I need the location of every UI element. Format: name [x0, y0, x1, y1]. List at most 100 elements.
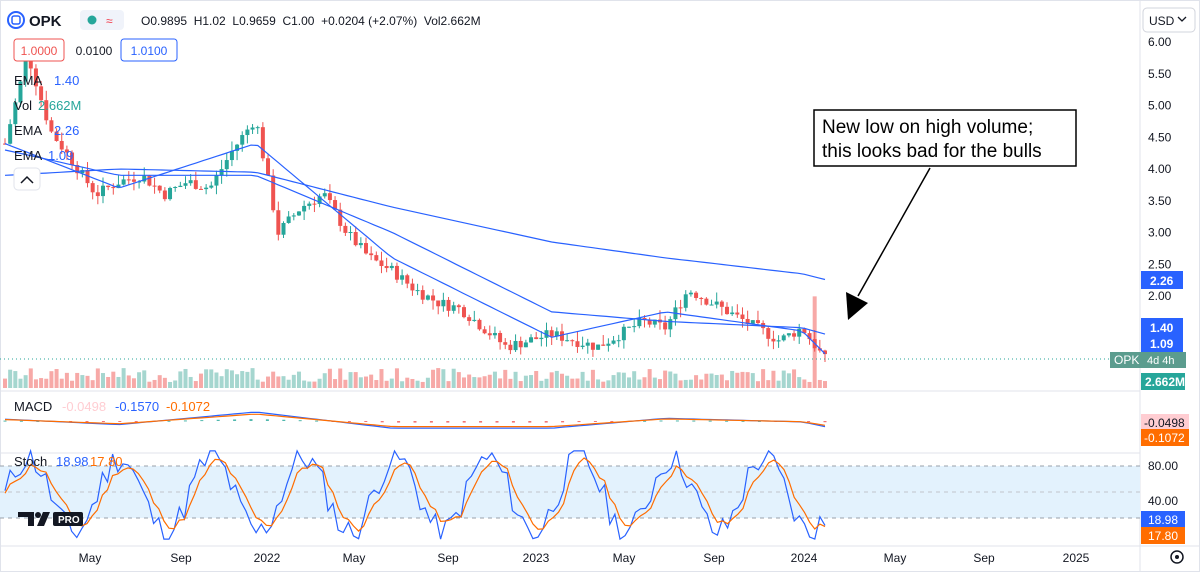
- volume-bar: [802, 379, 807, 388]
- candle-body: [188, 180, 193, 184]
- candle-body: [322, 193, 327, 197]
- input-value-1: 1.0000: [21, 44, 58, 58]
- candle-body: [596, 344, 601, 350]
- candle-body: [214, 175, 219, 186]
- volume-bar: [529, 375, 534, 388]
- annotation-line-2: this looks bad for the bulls: [822, 141, 1042, 162]
- candle-body: [224, 160, 229, 170]
- annotation-box[interactable]: [813, 109, 1077, 167]
- ema-fast-line: [4, 143, 826, 355]
- volume-bar: [126, 375, 131, 388]
- volume-bar: [33, 379, 38, 388]
- candle-body: [85, 170, 90, 184]
- volume-bar: [807, 381, 812, 388]
- legend-ema3-value: 1.09: [48, 148, 73, 163]
- volume-bar: [425, 377, 430, 388]
- volume-bar: [781, 370, 786, 388]
- stoch-axis-label-1-bg: [1141, 511, 1185, 528]
- volume-bar: [673, 373, 678, 388]
- legend-ema1-name[interactable]: EMA: [14, 73, 43, 88]
- price-tick-label: 5.00: [1148, 99, 1172, 113]
- legend-ema3-name[interactable]: EMA: [14, 148, 43, 163]
- symbol-name[interactable]: OPK: [29, 13, 62, 30]
- volume-bar: [18, 378, 23, 388]
- volume-bar: [755, 381, 760, 388]
- candle-body: [590, 342, 595, 350]
- price-tick-label: 4.50: [1148, 130, 1172, 144]
- candle-body: [823, 350, 827, 355]
- macd-histogram-bar: [446, 421, 450, 423]
- candle-body: [302, 205, 307, 212]
- volume-bar: [286, 379, 291, 388]
- volume-bar: [317, 378, 322, 388]
- candle-body: [771, 338, 776, 342]
- legend-collapse-button[interactable]: [13, 167, 41, 191]
- volume-bar: [699, 379, 704, 388]
- volume-bar: [281, 376, 286, 388]
- candle-body: [54, 131, 59, 141]
- volume-bar: [229, 370, 234, 388]
- macd-histogram-bar: [233, 419, 237, 421]
- chevron-down-icon: [1177, 16, 1187, 22]
- volume-bar: [823, 381, 827, 388]
- candle-body: [307, 203, 312, 206]
- price-tick-label: 2.50: [1148, 257, 1172, 271]
- volume-bar: [245, 371, 250, 388]
- currency-selector[interactable]: [1142, 7, 1196, 33]
- annotation-arrow-line: [857, 167, 931, 297]
- settings-gear-icon[interactable]: [1170, 550, 1184, 564]
- volume-bar: [173, 380, 178, 388]
- candle-body: [152, 185, 157, 187]
- legend-vol-name[interactable]: Vol: [14, 98, 32, 113]
- volume-bar: [364, 376, 369, 388]
- candle-body: [740, 314, 745, 319]
- volume-bar: [590, 369, 595, 388]
- candle-body: [260, 127, 265, 159]
- candle-body: [90, 183, 95, 193]
- input-box-1[interactable]: [13, 38, 65, 62]
- legend-ema2-name[interactable]: EMA: [14, 123, 43, 138]
- macd-histogram-bar: [265, 419, 269, 421]
- volume-bar: [492, 371, 497, 388]
- candle-body: [637, 317, 642, 327]
- tv-logo-mark-left: [18, 512, 34, 526]
- volume-bar: [627, 377, 632, 388]
- time-label: May: [79, 551, 102, 565]
- last-price-tag-symbol: OPK: [1114, 353, 1139, 367]
- volume-bar: [131, 378, 136, 388]
- candle-body: [296, 211, 301, 216]
- candle-body: [405, 275, 410, 284]
- volume-bar: [327, 368, 332, 388]
- volume-bar: [64, 372, 69, 388]
- macd-title[interactable]: MACD: [14, 399, 52, 414]
- candle-body: [425, 295, 430, 300]
- volume-bar: [730, 370, 735, 388]
- volume-bar: [204, 369, 209, 388]
- market-status-pill[interactable]: [80, 10, 124, 30]
- candle-body: [317, 196, 322, 204]
- volume-bar: [410, 378, 415, 388]
- volume-bar: [44, 378, 49, 388]
- ema-slow-label-bg: [1141, 271, 1183, 289]
- candle-body: [513, 340, 518, 351]
- volume-bar: [214, 372, 219, 388]
- time-label: 2025: [1063, 551, 1090, 565]
- stoch-title[interactable]: Stoch: [14, 454, 47, 469]
- time-label: Sep: [703, 551, 725, 565]
- candle-body: [348, 232, 353, 234]
- macd-histogram-bar: [511, 421, 515, 423]
- volume-bar: [750, 373, 755, 388]
- input-box-3[interactable]: [120, 38, 178, 62]
- candle-body: [730, 312, 735, 315]
- macd-histogram-bar: [479, 421, 483, 423]
- annotation: New low on high volume; this looks bad f…: [813, 109, 1077, 320]
- volume-bar: [23, 375, 28, 388]
- time-axis: May Sep 2022 May Sep 2023 May Sep 2024 M…: [79, 550, 1184, 565]
- volume-bar: [725, 380, 730, 388]
- candle-body: [245, 129, 250, 136]
- macd-histogram-bar: [118, 421, 122, 422]
- volume-bar: [761, 369, 766, 388]
- macd-histogram-bar: [19, 420, 23, 422]
- candle-body: [467, 317, 472, 321]
- ema-slow-line: [4, 168, 826, 281]
